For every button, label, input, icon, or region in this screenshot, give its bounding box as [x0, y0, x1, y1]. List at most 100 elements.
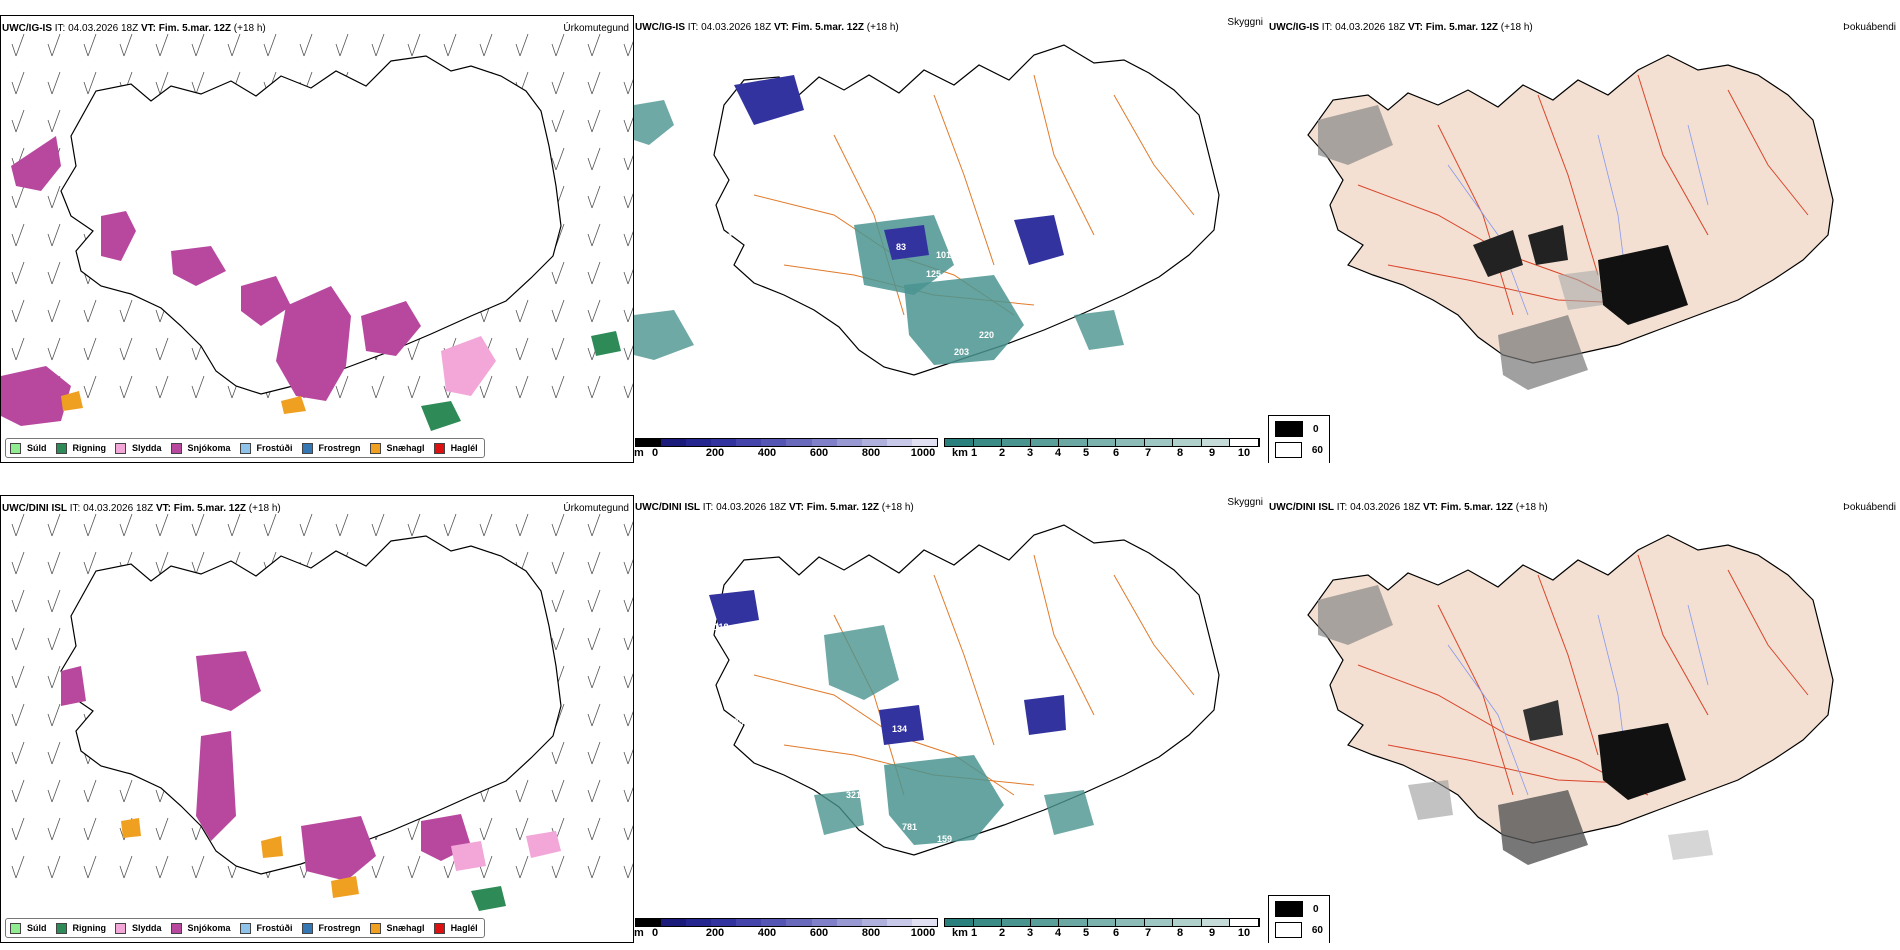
ceiling-label: 159 — [937, 834, 952, 844]
wind-barb — [515, 375, 529, 399]
wind-barb — [515, 337, 529, 361]
wind-barb — [623, 635, 633, 651]
legend-label: Haglél — [450, 923, 478, 933]
wind-barb — [263, 33, 277, 57]
ceiling-label: 118 — [714, 622, 729, 632]
wind-barb — [335, 375, 349, 399]
ceiling-map-canvas: 93 118 579 109 134 106 179 22 274 321 78… — [709, 524, 1220, 889]
ceiling-tick: 800 — [861, 447, 881, 459]
it-label: IT: — [69, 503, 81, 514]
wind-barb — [119, 855, 133, 879]
visibility-tick: 3 — [1026, 447, 1034, 459]
ceiling-label: 101 — [936, 250, 951, 260]
wind-barb — [83, 337, 97, 361]
wind-barb — [119, 375, 133, 399]
precip-type-map-top: UWC/IG-IS IT: 04.03.2026 18Z VT: Fim. 5.… — [0, 15, 634, 463]
ceiling-label: 81 — [914, 868, 924, 878]
wind-barb — [119, 779, 133, 803]
fog-swatch — [1275, 442, 1302, 458]
ceiling-label: 321 — [846, 790, 861, 800]
visibility-unit: km — [952, 447, 968, 459]
colorbar-segment — [973, 919, 1003, 926]
visibility-tick: 5 — [1082, 447, 1090, 459]
vt-label: VT: — [155, 503, 171, 514]
wind-barb — [47, 665, 61, 689]
wind-barb — [407, 513, 421, 537]
colorbar-segment — [861, 919, 887, 926]
ceiling-label: 87 — [1016, 264, 1026, 274]
model-name: UWC/IG-IS — [2, 23, 52, 34]
it-value: 04.03.2026 18Z — [701, 22, 772, 33]
wind-barb — [335, 513, 349, 537]
wind-barb — [371, 513, 385, 537]
colorbar-segment — [686, 919, 712, 926]
wind-barb — [407, 817, 421, 841]
wind-barb — [479, 855, 493, 879]
wind-barb — [623, 41, 633, 57]
legend-swatch — [10, 922, 21, 934]
colorbar-segment — [1144, 919, 1174, 926]
vt-label: VT: — [1407, 22, 1423, 33]
wind-barb — [551, 33, 565, 57]
wind-barb — [623, 307, 633, 323]
ceiling-colorbar-ticks: m 0 200 400 600 800 1000 — [634, 447, 938, 460]
it-label: IT: — [687, 22, 699, 33]
ceiling-label: 579 — [729, 717, 744, 727]
wind-barb — [11, 817, 25, 841]
wind-barb — [551, 261, 565, 285]
wind-barb — [83, 855, 97, 879]
ceiling-label: 93 — [758, 607, 768, 617]
wind-barb — [11, 665, 25, 689]
wind-barb — [191, 375, 205, 399]
wind-barb — [83, 299, 97, 323]
precip-areas — [61, 651, 561, 911]
wind-barb — [191, 551, 205, 575]
precip-legend-top: Súld Rigning Slydda Snjókoma Frostúði Fr… — [5, 438, 485, 458]
legend-item: Slydda — [115, 922, 162, 934]
ceiling-label: 414 — [978, 362, 993, 372]
wind-barb — [227, 513, 241, 537]
colorbar-segment — [1144, 439, 1174, 446]
precip-panel-title: Úrkomutegund — [563, 503, 629, 514]
ceiling-unit: m — [634, 447, 644, 459]
wind-barb — [11, 779, 25, 803]
legend-label: Frostúði — [256, 923, 293, 933]
wind-barb — [11, 299, 25, 323]
wind-barb — [155, 551, 169, 575]
vt-value: Fim. 5.mar. 12Z — [173, 503, 247, 514]
wind-barb — [83, 513, 97, 537]
ceiling-label: 781 — [902, 822, 917, 832]
wind-barb — [407, 337, 421, 361]
wind-barb — [47, 109, 61, 133]
legend-label: Rigning — [72, 923, 107, 933]
cloud-panel-title: Skyggni — [1227, 17, 1263, 28]
wind-barb — [551, 337, 565, 361]
colorbar-segment — [945, 439, 974, 446]
precip-title-bottom: UWC/DINI ISL IT: 04.03.2026 18Z VT: Fim.… — [2, 503, 281, 514]
colorbar-segment — [945, 919, 974, 926]
colorbar-segment — [836, 439, 862, 446]
wind-barb — [371, 375, 385, 399]
ceiling-tick: 200 — [705, 447, 725, 459]
ceiling-label: 109 — [862, 734, 877, 744]
ceiling-label: 421 — [1081, 365, 1096, 375]
wind-barb — [587, 551, 601, 575]
ceiling-label: 370 — [646, 162, 661, 172]
ceiling-label: 276 — [947, 849, 962, 859]
colorbar-segment — [973, 439, 1003, 446]
iceland-coastline — [713, 44, 1220, 376]
legend-swatch — [55, 442, 67, 454]
colorbar-segment — [1059, 919, 1088, 926]
fog-title-bottom: UWC/DINI ISL IT: 04.03.2026 18Z VT: Fim.… — [1269, 502, 1548, 513]
cloud-areas — [634, 75, 1124, 365]
legend-item: Rigning — [55, 922, 107, 934]
legend-item: Snjókoma — [170, 442, 231, 454]
legend-item: Súld — [10, 442, 47, 454]
fog-title-top: UWC/IG-IS IT: 04.03.2026 18Z VT: Fim. 5.… — [1269, 22, 1533, 33]
wind-barb — [11, 855, 25, 879]
colorbar-segment — [711, 919, 737, 926]
wind-barb — [551, 627, 565, 651]
wind-barb — [83, 779, 97, 803]
wind-barb — [47, 71, 61, 95]
iceland-coastline — [60, 55, 562, 395]
